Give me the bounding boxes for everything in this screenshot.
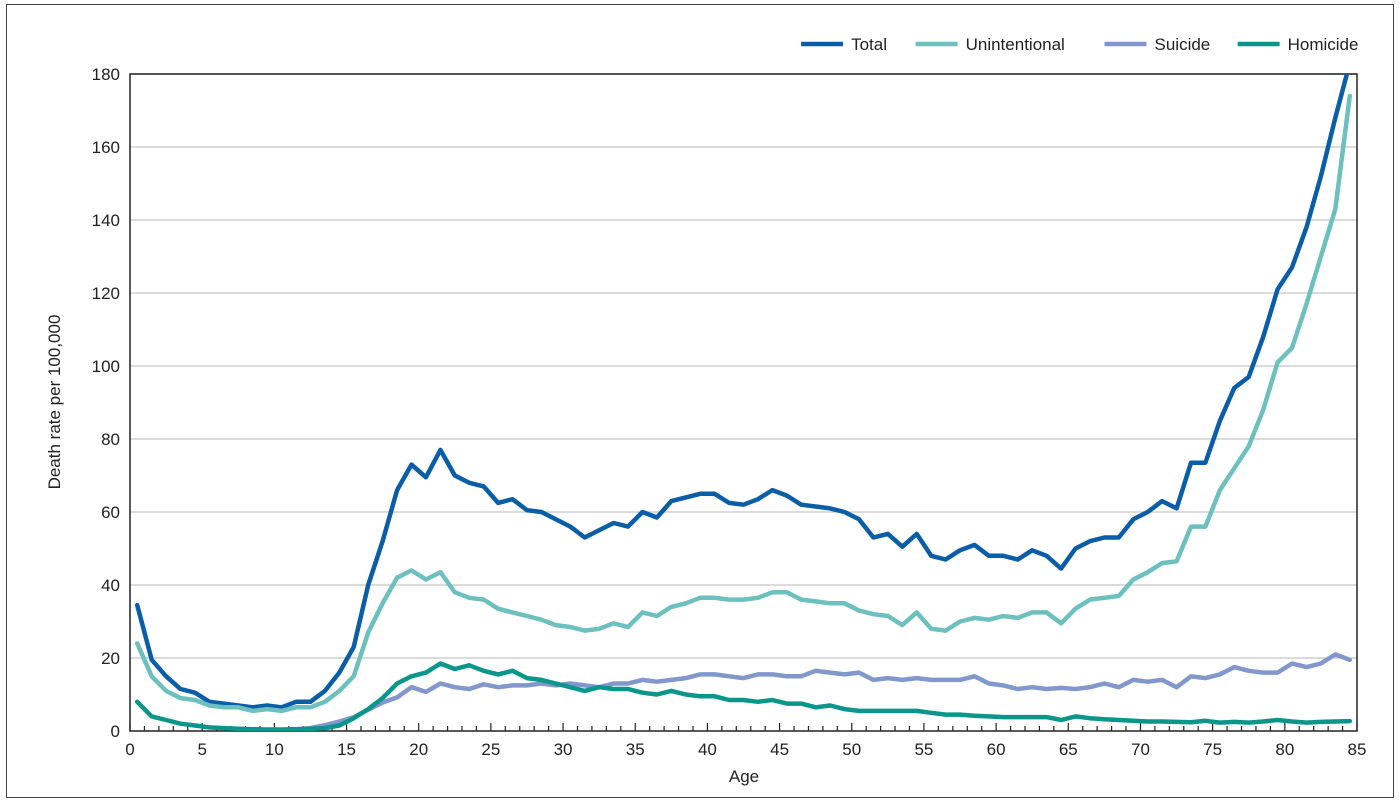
y-tick-label: 140	[92, 211, 120, 230]
y-axis-title: Death rate per 100,000	[45, 315, 64, 490]
series-line-unintentional	[134, 93, 1353, 714]
axes	[129, 73, 1358, 732]
legend-label-suicide: Suicide	[1155, 35, 1211, 54]
y-tick-label: 80	[101, 430, 120, 449]
x-tick-label: 85	[1348, 740, 1367, 759]
gridlines	[130, 73, 1357, 659]
y-tick-label: 0	[111, 722, 120, 741]
y-tick-label: 180	[92, 65, 120, 84]
x-tick-label: 35	[626, 740, 645, 759]
y-tick-label: 100	[92, 357, 120, 376]
x-tick-label: 55	[914, 740, 933, 759]
legend-label-homicide: Homicide	[1288, 35, 1359, 54]
x-tick-label: 70	[1131, 740, 1150, 759]
series-lines	[134, 74, 1353, 731]
legend-label-total: Total	[851, 35, 887, 54]
y-tick-label: 160	[92, 138, 120, 157]
plot-border	[129, 73, 1358, 732]
y-tick-label: 120	[92, 284, 120, 303]
x-tick-label: 0	[125, 740, 134, 759]
series-line-suicide	[250, 652, 1353, 731]
x-tick-label: 40	[698, 740, 717, 759]
y-tick-label: 20	[101, 649, 120, 668]
x-tick-label: 25	[481, 740, 500, 759]
x-tick-label: 50	[842, 740, 861, 759]
x-tick-label: 75	[1203, 740, 1222, 759]
legend: Homicide Suicide Unintentional Total	[801, 35, 1358, 54]
series-line-total	[134, 74, 1350, 710]
y-tick-label: 40	[101, 576, 120, 595]
y-tick-label: 60	[101, 503, 120, 522]
x-tick-label: 20	[409, 740, 428, 759]
x-tick-label: 60	[987, 740, 1006, 759]
x-tick-label: 10	[265, 740, 284, 759]
series-line-homicide	[134, 661, 1353, 731]
x-tick-label: 45	[770, 740, 789, 759]
tick-labels: 0 20 40 60 80 100 120 140 160 180 0 5 10 15 20 25 30 35 40…	[92, 65, 1367, 759]
x-tick-label: 30	[554, 740, 573, 759]
x-axis-title: Age	[729, 767, 759, 786]
legend-label-unintentional: Unintentional	[966, 35, 1065, 54]
x-tick-label: 80	[1275, 740, 1294, 759]
x-tick-label: 5	[197, 740, 206, 759]
x-tick-label: 65	[1059, 740, 1078, 759]
chart-frame	[6, 4, 1394, 798]
x-tick-label: 15	[337, 740, 356, 759]
